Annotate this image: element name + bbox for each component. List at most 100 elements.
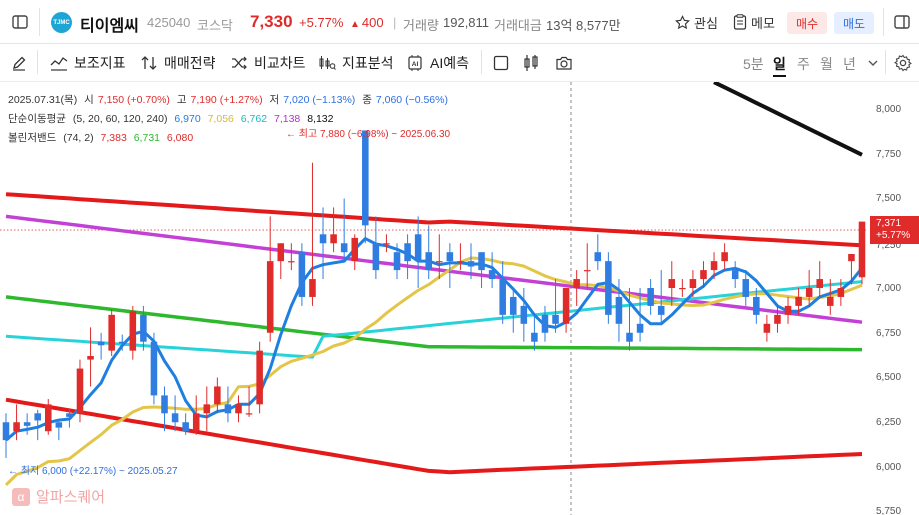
amount-value: 13억 8,577만 bbox=[546, 18, 621, 33]
period-month[interactable]: 월 bbox=[820, 56, 833, 72]
candle-body bbox=[108, 314, 115, 351]
candle-body bbox=[541, 314, 549, 333]
ma-60-line bbox=[5, 280, 863, 359]
y-tick: 7,500 bbox=[876, 193, 902, 204]
high-annotation: ← 최고 7,880 (−6.98%) ~ 2025.06.30 bbox=[286, 129, 451, 140]
candle-body bbox=[309, 279, 316, 297]
candle-body bbox=[657, 305, 665, 315]
price-chart[interactable]: 2025.07.31(목) 시 7,150 (+0.70%) 고 7,190 (+1… bbox=[0, 82, 919, 515]
stock-header: TJMC 티이엠씨 425040 코스닥 7,330 +5.77% ▲ 400 |… bbox=[0, 0, 919, 44]
draw-tool-button[interactable] bbox=[10, 52, 28, 74]
candle-body bbox=[552, 314, 559, 324]
period-dropdown-button[interactable] bbox=[864, 52, 882, 74]
sidebar-toggle-icon[interactable] bbox=[7, 9, 33, 35]
candle-body bbox=[679, 288, 686, 290]
settings-button[interactable] bbox=[894, 52, 912, 74]
bb-legend[interactable]: 볼린저밴드 (74, 2) 7,383 6,731 6,080 bbox=[8, 132, 194, 144]
candlestick-chart[interactable] bbox=[0, 82, 919, 515]
candle-body bbox=[414, 234, 422, 262]
checkbox-toggle[interactable] bbox=[492, 52, 510, 74]
candle-body bbox=[858, 221, 866, 278]
candle-body bbox=[689, 279, 697, 288]
candle-body bbox=[742, 279, 750, 297]
candle-body bbox=[509, 296, 517, 315]
candle-body bbox=[372, 243, 380, 271]
candle-body bbox=[203, 404, 211, 414]
chart-toolbar: 보조지표 매매전략 비교차트 지표분석 AI AI예측 5분 일 주 월 년 bbox=[0, 44, 919, 82]
compare-chart-button[interactable]: 비교차트 bbox=[230, 52, 306, 74]
candle-body bbox=[763, 323, 771, 333]
candle-body bbox=[340, 243, 348, 253]
candle-body bbox=[721, 252, 728, 262]
stock-code: 425040 bbox=[147, 15, 191, 30]
candle-body bbox=[235, 404, 242, 414]
indicator-analysis-button[interactable]: 지표분석 bbox=[318, 52, 394, 74]
candle-body bbox=[87, 356, 94, 360]
ma-legend[interactable]: 단순이동평균 (5, 20, 60, 120, 240) 6,970 7,056… bbox=[8, 113, 334, 125]
candle-body bbox=[753, 296, 760, 315]
candle-body bbox=[330, 234, 337, 244]
candle-body bbox=[161, 395, 168, 414]
candle-body bbox=[731, 270, 739, 280]
camera-icon bbox=[555, 54, 573, 72]
candle-body bbox=[150, 341, 158, 396]
period-day[interactable]: 일 bbox=[773, 54, 786, 77]
candle-body bbox=[192, 413, 200, 432]
shuffle-icon bbox=[230, 54, 248, 72]
period-5min[interactable]: 5분 bbox=[743, 56, 764, 72]
watch-button[interactable]: 관심 bbox=[675, 11, 718, 33]
candle-body bbox=[626, 332, 633, 342]
candle-body bbox=[700, 270, 707, 280]
candle-body bbox=[615, 296, 623, 324]
period-year[interactable]: 년 bbox=[843, 56, 856, 72]
candle-body bbox=[404, 243, 411, 262]
candle-body bbox=[245, 413, 253, 415]
candle-body bbox=[636, 323, 644, 333]
ma-5-line bbox=[5, 237, 864, 442]
candle-body bbox=[13, 422, 20, 432]
low-annotation: ← 최저 6,000 (+22.17%) ~ 2025.05.27 bbox=[8, 466, 178, 477]
candle-body bbox=[351, 237, 359, 262]
current-price: 7,330 bbox=[250, 12, 293, 31]
candle-body bbox=[383, 243, 390, 245]
up-arrow-icon: ▲ bbox=[350, 19, 360, 30]
candle-body bbox=[76, 368, 84, 414]
amount-label: 거래대금 bbox=[494, 18, 542, 33]
bollinger-upper bbox=[5, 192, 863, 248]
buy-button[interactable]: 매수 bbox=[787, 12, 827, 34]
candle-body bbox=[647, 288, 654, 306]
memo-button[interactable]: 메모 bbox=[733, 11, 775, 33]
candle-body bbox=[256, 350, 263, 405]
candle-body bbox=[467, 261, 475, 267]
market-label: 코스닥 bbox=[197, 18, 233, 33]
candle-body bbox=[436, 261, 443, 263]
ma-120-line bbox=[5, 214, 863, 324]
strategy-button[interactable]: 매매전략 bbox=[140, 52, 216, 74]
stock-name: 티이엠씨 bbox=[80, 18, 139, 35]
period-week[interactable]: 주 bbox=[797, 56, 810, 72]
candle-body bbox=[478, 252, 485, 271]
candle-body bbox=[266, 261, 274, 333]
y-tick: 6,750 bbox=[876, 328, 902, 339]
right-panel-toggle-icon[interactable] bbox=[889, 9, 915, 35]
indicators-button[interactable]: 보조지표 bbox=[50, 52, 126, 74]
candle-body bbox=[34, 413, 41, 421]
gear-icon bbox=[894, 54, 912, 72]
candle-body bbox=[668, 279, 676, 288]
svg-text:AI: AI bbox=[412, 61, 419, 68]
change-percent: +5.77% bbox=[299, 15, 344, 30]
candle-body bbox=[182, 422, 189, 432]
ma-240-line bbox=[713, 82, 863, 157]
screenshot-button[interactable] bbox=[555, 52, 573, 74]
sell-button[interactable]: 매도 bbox=[834, 12, 874, 34]
candle-body bbox=[129, 311, 137, 351]
candle-type-button[interactable] bbox=[522, 52, 540, 74]
company-logo: TJMC bbox=[51, 12, 72, 33]
candle-body bbox=[362, 130, 369, 226]
ai-forecast-button[interactable]: AI AI예측 bbox=[406, 52, 469, 74]
candle-body bbox=[118, 341, 126, 344]
candle-body bbox=[44, 404, 52, 432]
candle-body bbox=[827, 296, 834, 306]
bollinger-middle bbox=[5, 295, 862, 352]
candle-body bbox=[784, 305, 792, 315]
